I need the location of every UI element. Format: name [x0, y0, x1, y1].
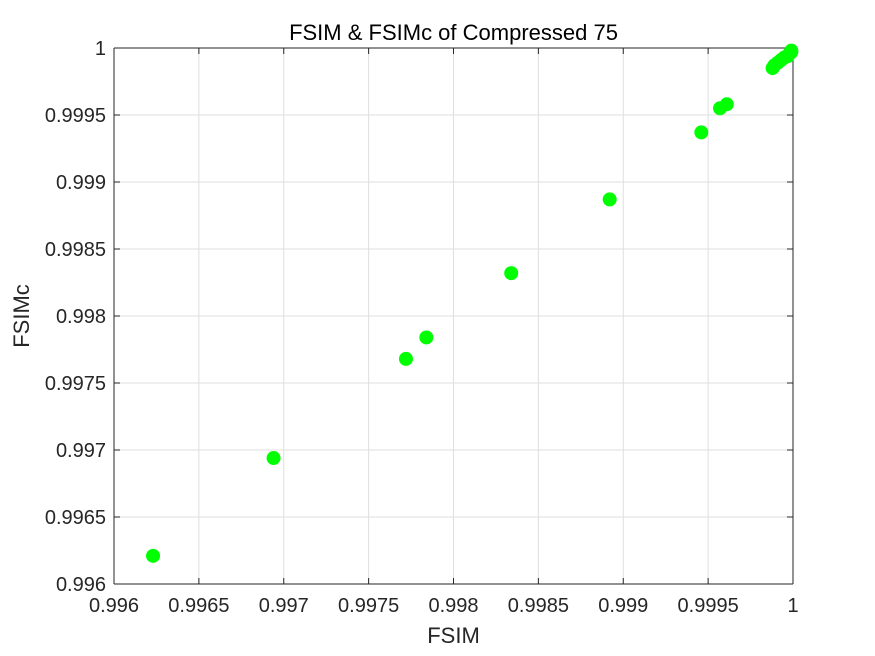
x-tick-label: 0.9975	[338, 595, 399, 617]
x-axis-title: FSIM	[427, 623, 480, 648]
data-points	[146, 43, 799, 563]
x-tick-label: 0.9965	[168, 595, 229, 617]
data-point	[504, 266, 519, 281]
y-tick-label: 0.9975	[45, 373, 106, 395]
y-tick-label: 1	[95, 38, 106, 60]
y-axis-ticks: 0.996 0.9965 0.997 0.9975 0.998 0.9985 0.999 0.…	[45, 38, 793, 596]
x-tick-label: 0.9995	[678, 595, 739, 617]
x-tick-label: 0.998	[428, 595, 478, 617]
data-point	[419, 330, 434, 345]
y-tick-label: 0.9965	[45, 507, 106, 529]
data-point	[784, 43, 799, 58]
x-tick-label: 0.999	[598, 595, 648, 617]
data-point	[398, 351, 413, 366]
x-tick-label: 1	[787, 595, 798, 617]
data-point	[146, 548, 161, 563]
data-point	[694, 125, 709, 140]
x-tick-label: 0.9985	[508, 595, 569, 617]
y-tick-label: 0.9985	[45, 239, 106, 261]
data-point	[266, 451, 281, 466]
data-point	[602, 192, 617, 207]
chart-title: FSIM & FSIMc of Compressed 75	[289, 20, 618, 45]
y-axis-title: FSIMc	[9, 284, 34, 348]
x-tick-label: 0.996	[89, 595, 139, 617]
y-tick-label: 0.999	[56, 172, 106, 194]
y-tick-label: 0.998	[56, 306, 106, 328]
y-tick-label: 0.996	[56, 574, 106, 596]
y-tick-label: 0.9995	[45, 105, 106, 127]
x-tick-label: 0.997	[259, 595, 309, 617]
data-point	[719, 97, 734, 112]
y-tick-label: 0.997	[56, 440, 106, 462]
x-axis-ticks: 0.996 0.9965 0.997 0.9975 0.998 0.9985 0.999 0.…	[89, 48, 799, 617]
